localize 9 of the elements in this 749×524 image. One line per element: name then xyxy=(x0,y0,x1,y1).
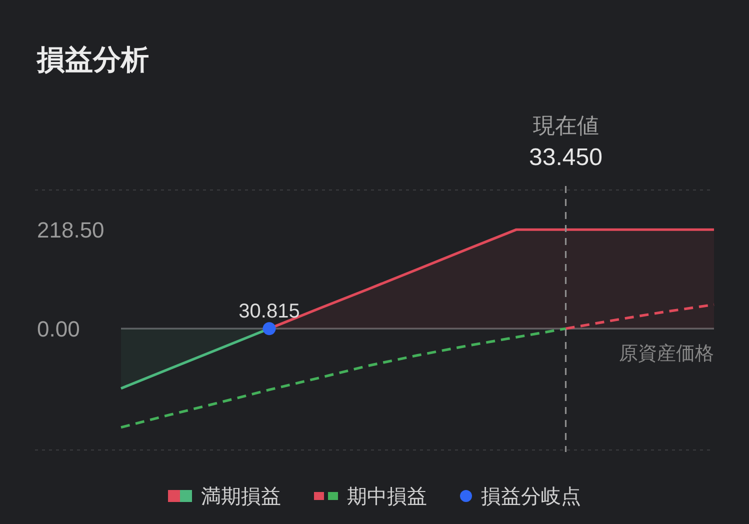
legend-label: 損益分岐点 xyxy=(481,486,581,508)
y-tick-label: 218.50 xyxy=(37,218,104,243)
x-axis-title: 原資産価格 xyxy=(619,342,714,365)
annotation: 30.815 xyxy=(238,300,300,323)
chart-title: 損益分析 xyxy=(36,44,149,75)
legend-label: 期中損益 xyxy=(347,486,427,508)
text: 現在値 33.450 xyxy=(529,113,602,171)
y-tick-label: 0.00 xyxy=(37,316,80,342)
legend-label: 満期損益 xyxy=(201,486,281,508)
